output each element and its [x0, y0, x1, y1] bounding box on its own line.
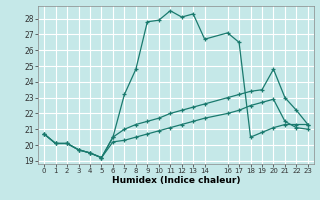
X-axis label: Humidex (Indice chaleur): Humidex (Indice chaleur): [112, 176, 240, 185]
